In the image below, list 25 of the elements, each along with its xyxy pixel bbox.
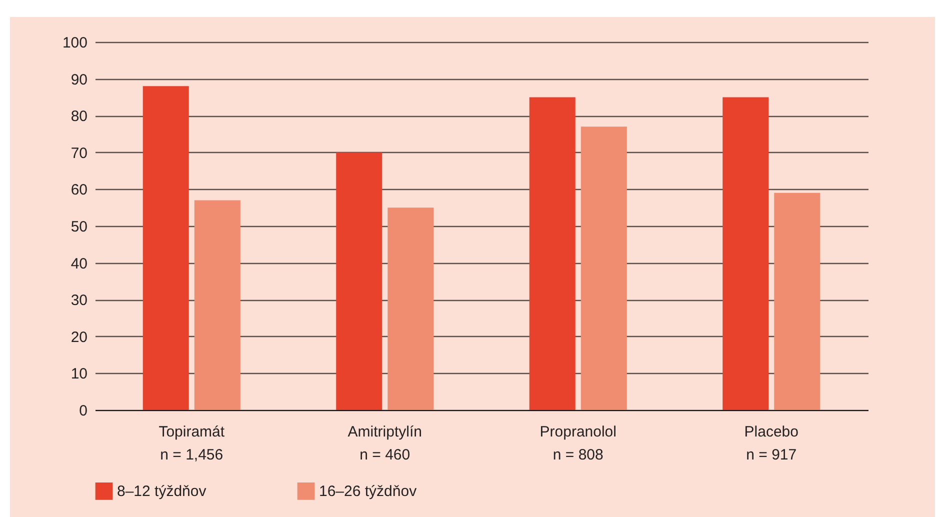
x-tick-label: Topiramát n = 1,456: [158, 424, 226, 464]
y-tick-label: 20: [70, 328, 88, 346]
y-tick-label: 100: [62, 34, 88, 52]
bar: [336, 152, 382, 410]
y-tick-label: 90: [70, 71, 88, 88]
y-tick-label: 30: [70, 292, 88, 310]
y-tick-label: 50: [70, 218, 88, 236]
bar: [388, 208, 434, 410]
bar: [722, 97, 769, 410]
x-tick-label: Amitriptylín n = 460: [348, 424, 422, 464]
bar: [580, 126, 627, 410]
x-tick-label: Placebo n = 917: [744, 424, 798, 464]
y-tick-label: 80: [70, 108, 88, 126]
bar: [194, 200, 240, 410]
bar: [142, 86, 189, 410]
y-tick-label: 10: [70, 366, 88, 383]
y-tick-label: 40: [70, 255, 88, 272]
y-tick-label: 0: [79, 402, 88, 420]
legend-label: 8–12 týždňov: [117, 483, 207, 500]
y-tick-label: 70: [70, 144, 88, 162]
bar: [774, 192, 820, 410]
x-tick-label: Propranolol n = 808: [540, 424, 616, 464]
y-tick-label: 60: [70, 182, 88, 199]
legend-label: 16–26 týždňov: [319, 483, 418, 500]
bar: [529, 97, 576, 410]
